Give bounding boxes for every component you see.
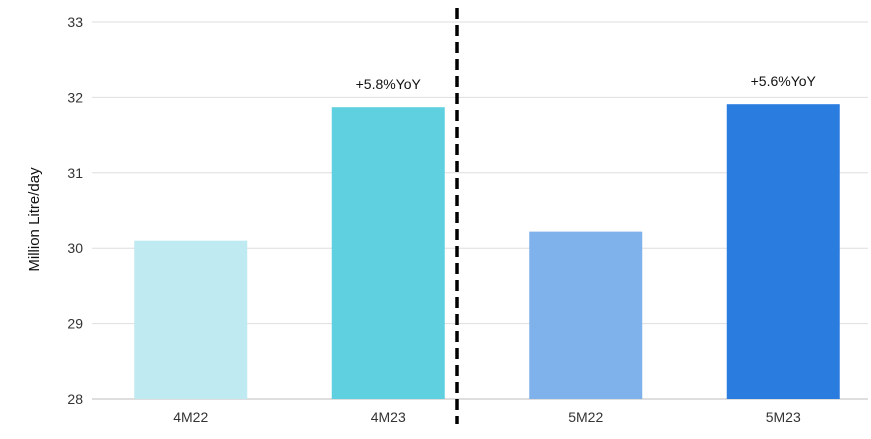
bar-4m23	[331, 107, 445, 400]
y-tick-label: 30	[67, 240, 83, 256]
y-axis-ticks: 28 29 30 31 32 33	[67, 14, 83, 407]
x-tick-label: 5M23	[766, 409, 801, 425]
y-tick-label: 28	[67, 391, 83, 407]
y-tick-label: 29	[67, 316, 83, 332]
bar-4m22	[134, 240, 248, 399]
bars	[134, 104, 840, 400]
bar-5m23	[726, 104, 840, 399]
y-tick-label: 32	[67, 89, 83, 105]
y-tick-label: 33	[67, 14, 83, 30]
yoy-annotation: +5.6%YoY	[751, 73, 817, 89]
x-tick-label: 4M23	[371, 409, 406, 425]
bar-5m22	[529, 231, 643, 399]
y-tick-label: 31	[67, 165, 83, 181]
yoy-annotation: +5.8%YoY	[356, 76, 422, 92]
x-tick-label: 4M22	[173, 409, 208, 425]
annotations: +5.8%YoY +5.6%YoY	[356, 73, 817, 92]
x-tick-label: 5M22	[568, 409, 603, 425]
x-axis-labels: 4M22 4M23 5M22 5M23	[173, 409, 801, 425]
y-axis-title: Million Litre/day	[26, 167, 43, 272]
